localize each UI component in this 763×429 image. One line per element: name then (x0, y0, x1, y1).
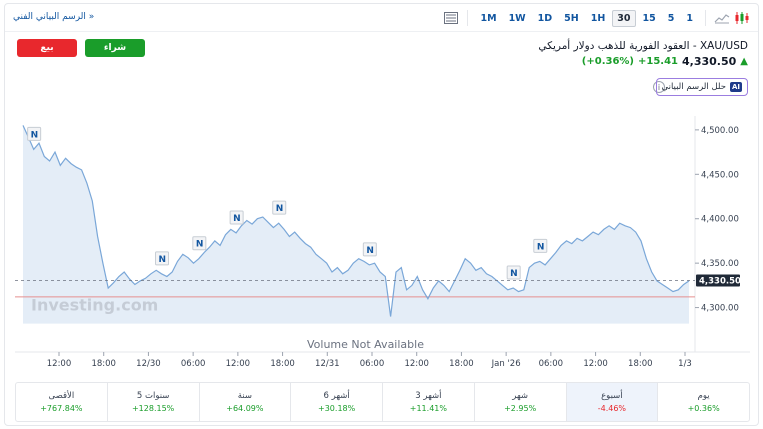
x-tick-label: 12/31 (315, 359, 340, 369)
x-tick-label: Jan '26 (491, 359, 521, 369)
price-chart[interactable]: 4,500.00 4,450.00 4,400.00 4,350.00 4,300.00… (15, 116, 750, 374)
ai-icon: AI (730, 82, 742, 92)
price-chart-svg: 4,500.00 4,450.00 4,400.00 4,350.00 4,300.00… (15, 116, 750, 374)
last-price: 4,330.50 (682, 55, 736, 68)
performance-period[interactable]: سنة +64.09% (200, 383, 292, 421)
buy-button[interactable]: شراء (85, 39, 145, 57)
x-tick-label: 12:00 (47, 359, 72, 369)
news-marker-label: N (159, 255, 167, 265)
chart-widget: الرسم البياني الفني » 1M 1W 1D 5H 1H 30 … (4, 3, 759, 426)
candlestick-icon[interactable] (732, 9, 752, 27)
performance-period-label: 5 سنوات (137, 391, 170, 401)
performance-period-value: +767.84% (40, 404, 82, 413)
technical-chart-link[interactable]: الرسم البياني الفني » (13, 12, 94, 22)
performance-period-value: +30.18% (318, 404, 355, 413)
performance-period[interactable]: 3 أشهر +11.41% (383, 383, 475, 421)
x-tick-label: 18:00 (628, 359, 653, 369)
timeframe-1w[interactable]: 1W (504, 10, 531, 27)
toolbar-divider (705, 10, 706, 26)
timeframe-1m[interactable]: 1M (475, 10, 501, 27)
timeframe-1min[interactable]: 1 (681, 10, 698, 27)
x-tick-label: 1/3 (678, 359, 692, 369)
performance-period[interactable]: الأقصى +767.84% (16, 383, 108, 421)
timeframe-5h[interactable]: 5H (559, 10, 584, 27)
y-tick-label: 4,400.00 (701, 215, 739, 225)
x-tick-label: 12/30 (136, 359, 161, 369)
x-tick-label: 18:00 (270, 359, 295, 369)
performance-period[interactable]: يوم +0.36% (658, 383, 749, 421)
performance-period-value: +128.15% (132, 404, 174, 413)
y-tick-label: 4,350.00 (701, 259, 739, 269)
price-line: (+0.36%) +15.41 4,330.50 ▲ (582, 55, 748, 68)
price-area-fill (23, 125, 689, 323)
performance-period-value: +64.09% (226, 404, 263, 413)
chart-settings-icon[interactable] (441, 9, 461, 27)
x-tick-label: 06:00 (360, 359, 385, 369)
chart-toolbar: الرسم البياني الفني » 1M 1W 1D 5H 1H 30 … (5, 4, 758, 32)
price-change: +15.41 (638, 56, 678, 67)
timeframe-30min[interactable]: 30 (612, 10, 635, 27)
performance-period[interactable]: أسبوع -4.46% (567, 383, 659, 421)
toolbar-divider (467, 10, 468, 26)
performance-period-value: -4.46% (598, 404, 626, 413)
x-tick-label: 12:00 (226, 359, 251, 369)
performance-period-label: 3 أشهر (415, 391, 441, 401)
timeframe-1d[interactable]: 1D (533, 10, 558, 27)
area-chart-icon[interactable] (712, 9, 732, 27)
performance-period[interactable]: 6 أشهر +30.18% (291, 383, 383, 421)
y-tick-label: 4,450.00 (701, 170, 739, 180)
news-marker-label: N (510, 269, 518, 279)
news-marker-label: N (196, 240, 204, 250)
performance-period-value: +11.41% (410, 404, 447, 413)
y-tick-label: 4,500.00 (701, 126, 739, 136)
news-marker-label: N (233, 214, 241, 224)
x-tick-label: 12:00 (404, 359, 429, 369)
instrument-title: XAU/USD - العقود الفورية للذهب دولار أمر… (538, 40, 748, 52)
y-tick-label: 4,300.00 (701, 304, 739, 314)
x-tick-label: 18:00 (91, 359, 116, 369)
performance-period[interactable]: 5 سنوات +128.15% (108, 383, 200, 421)
x-tick-label: 18:00 (449, 359, 474, 369)
analyze-chart-button[interactable]: AI حلل الرسم البياني (656, 78, 748, 96)
performance-period-label: سنة (238, 391, 252, 401)
performance-period[interactable]: شهر +2.95% (475, 383, 567, 421)
news-marker-label: N (366, 246, 374, 256)
timeframe-selector: 1M 1W 1D 5H 1H 30 15 5 1 (441, 9, 752, 27)
performance-period-value: +0.36% (688, 404, 720, 413)
arrow-up-icon: ▲ (740, 56, 748, 67)
timeframe-5min[interactable]: 5 (663, 10, 680, 27)
performance-period-label: شهر (512, 391, 528, 401)
investing-watermark: Investing.com (31, 296, 158, 315)
news-marker-label: N (31, 130, 39, 140)
performance-period-label: 6 أشهر (324, 391, 350, 401)
current-price-label: 4,330.50 (699, 276, 741, 286)
performance-period-label: يوم (698, 391, 710, 401)
performance-bar: الأقصى +767.84% 5 سنوات +128.15% سنة +64.09% 6… (15, 382, 750, 422)
news-marker-label: N (537, 242, 545, 252)
news-marker-label: N (276, 204, 284, 214)
sell-button[interactable]: بيع (17, 39, 77, 57)
timeframe-15min[interactable]: 15 (638, 10, 661, 27)
volume-not-available: Volume Not Available (307, 338, 424, 351)
x-tick-label: 12:00 (583, 359, 608, 369)
analyze-chart-label: حلل الرسم البياني (662, 82, 726, 92)
performance-period-label: أسبوع (601, 391, 623, 401)
performance-period-value: +2.95% (504, 404, 536, 413)
performance-period-label: الأقصى (49, 391, 75, 401)
x-tick-label: 06:00 (181, 359, 206, 369)
timeframe-1h[interactable]: 1H (586, 10, 611, 27)
x-tick-label: 06:00 (539, 359, 564, 369)
price-change-percent: (+0.36%) (582, 56, 634, 67)
